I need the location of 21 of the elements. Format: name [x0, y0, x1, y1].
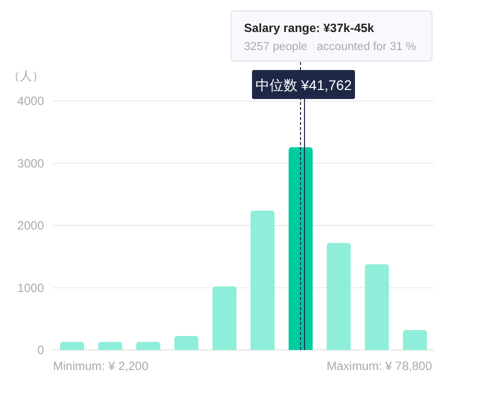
bar — [98, 342, 122, 350]
text: 3257 people accounted for 31 % — [244, 41, 416, 53]
text: Salary range: ¥37k-45k — [244, 21, 374, 35]
text: Minimum: ¥ 2,200 — [53, 359, 149, 373]
bar — [60, 342, 84, 350]
bar — [326, 242, 351, 350]
text: 中位数 ¥41,762 — [255, 77, 352, 93]
text: Maximum: ¥ 78,800 — [326, 359, 432, 373]
y-tick-label: 0 — [37, 343, 44, 357]
bar — [174, 336, 198, 350]
bar — [288, 147, 313, 350]
y-axis-title: （人） — [8, 69, 44, 83]
y-tick-label: 4000 — [17, 94, 44, 108]
y-tick-label: 2000 — [17, 218, 44, 232]
y-tick-label: 3000 — [17, 156, 44, 170]
bar — [212, 286, 236, 350]
bar — [364, 264, 389, 350]
bar — [136, 342, 160, 350]
y-tick-label: 1000 — [17, 280, 44, 295]
bar — [402, 330, 427, 350]
bar — [250, 210, 275, 350]
